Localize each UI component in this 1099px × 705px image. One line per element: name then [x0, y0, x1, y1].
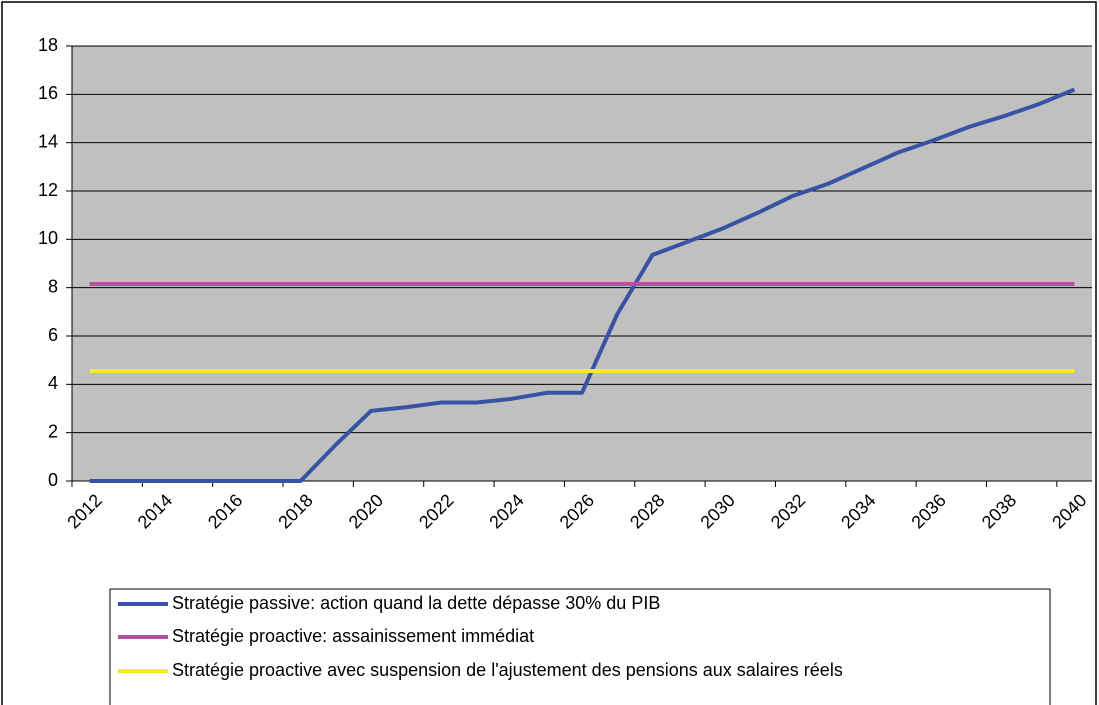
legend-label: Stratégie passive: action quand la dette…: [172, 593, 660, 613]
series-line: [89, 87, 1076, 483]
y-tick-label: 14: [38, 131, 58, 151]
y-tick-label: 8: [48, 276, 58, 296]
y-tick-label: 16: [38, 83, 58, 103]
legend-label: Stratégie proactive avec suspension de l…: [172, 660, 843, 680]
legend-label: Stratégie proactive: assainissement immé…: [172, 626, 534, 646]
y-tick-label: 4: [48, 373, 58, 393]
y-tick-label: 2: [48, 421, 58, 441]
y-tick-label: 6: [48, 325, 58, 345]
y-tick-label: 0: [48, 470, 58, 490]
y-tick-label: 12: [38, 180, 58, 200]
y-tick-label: 18: [38, 35, 58, 55]
legend-box: [109, 588, 1051, 705]
y-tick-label: 10: [38, 228, 58, 248]
plot-area: [72, 46, 1092, 481]
